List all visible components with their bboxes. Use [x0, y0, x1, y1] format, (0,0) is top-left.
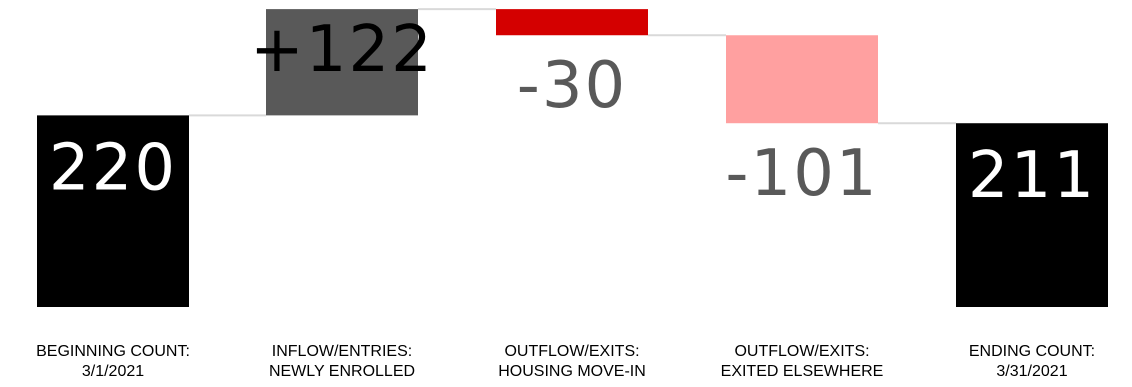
category-label: 3/1/2021 [82, 363, 144, 380]
bar-value-label: 211 [968, 139, 1096, 213]
bar-value-label: -30 [517, 49, 628, 123]
category-label: ENDING COUNT: [969, 343, 1095, 360]
bars [37, 9, 1108, 308]
bar-value-label: +122 [250, 13, 434, 87]
category-label: OUTFLOW/EXITS: [734, 343, 869, 360]
category-label: NEWLY ENROLLED [269, 363, 415, 380]
category-label: EXITED ELSEWHERE [721, 363, 884, 380]
bar [726, 35, 878, 124]
category-label: BEGINNING COUNT: [36, 343, 190, 360]
category-labels: BEGINNING COUNT: 3/1/2021 INFLOW/ENTRIES: N… [36, 343, 1095, 380]
category-label: 3/31/2021 [996, 363, 1067, 380]
bar-value-label: -101 [725, 137, 878, 211]
category-label: HOUSING MOVE-IN [498, 363, 646, 380]
bar [956, 123, 1108, 308]
bar-value-label: 220 [49, 131, 177, 205]
bar [266, 9, 418, 116]
category-label: OUTFLOW/EXITS: [504, 343, 639, 360]
bar [496, 9, 648, 36]
value-labels: 220 +122 -30 -101 211 [49, 13, 1096, 213]
category-label: INFLOW/ENTRIES: [272, 343, 412, 360]
connector-lines [189, 8, 956, 125]
bar [37, 115, 189, 307]
